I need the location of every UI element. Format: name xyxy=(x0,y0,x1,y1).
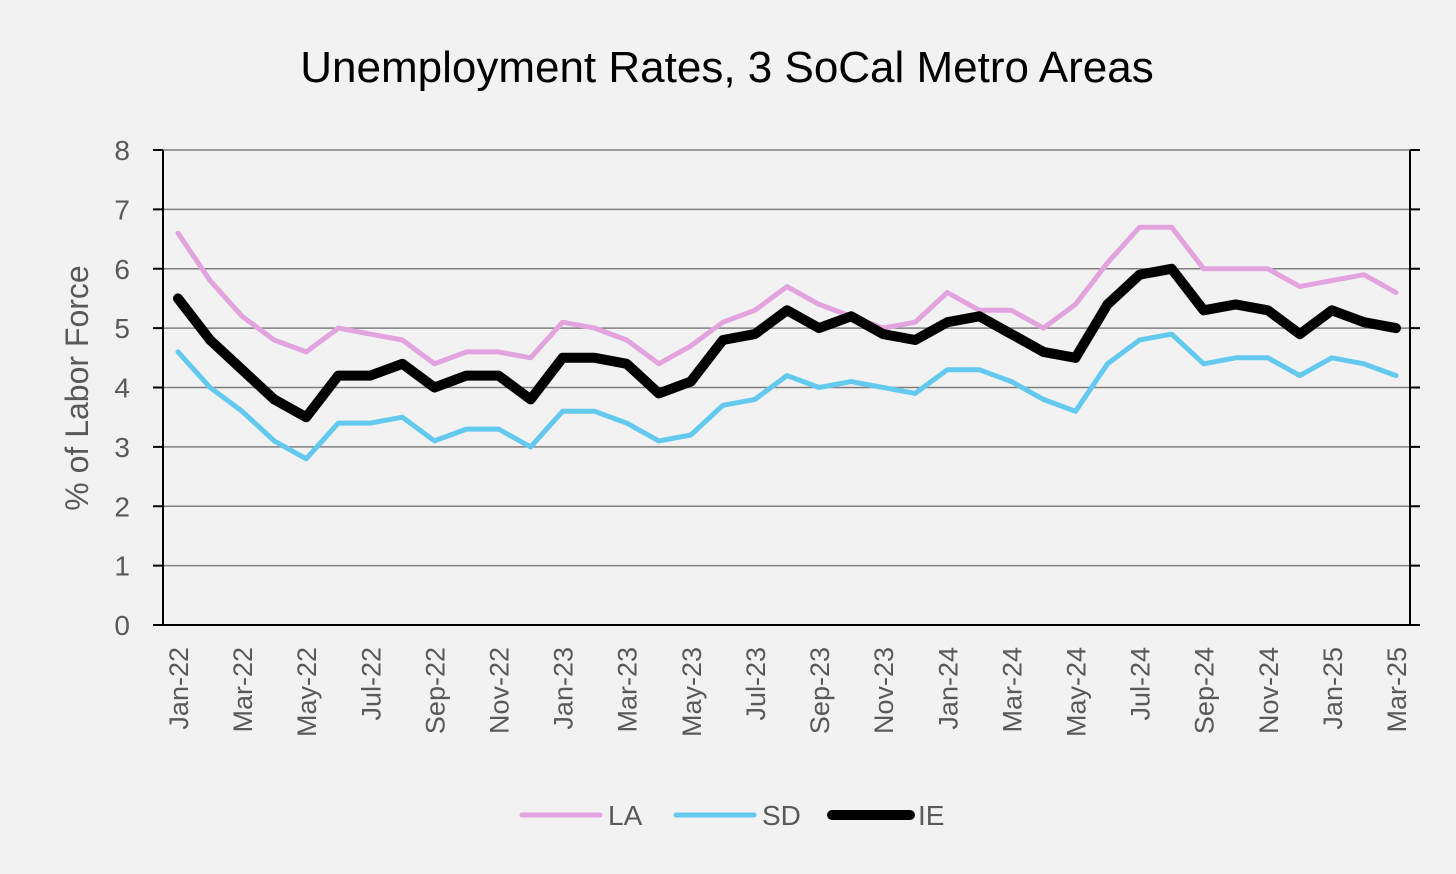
x-tick-label: Jul-24 xyxy=(1126,647,1156,721)
y-tick-label: 8 xyxy=(114,135,130,166)
x-tick-label: Jul-22 xyxy=(356,647,386,721)
x-tick-label: Sep-24 xyxy=(1190,647,1220,734)
y-axis-ticks: 0 1 2 3 4 5 6 7 8 xyxy=(114,135,1420,641)
y-tick-label: 5 xyxy=(114,313,130,344)
x-tick-label: Mar-23 xyxy=(613,647,643,733)
x-tick-label: Sep-23 xyxy=(805,647,835,734)
y-tick-label: 6 xyxy=(114,254,130,285)
legend-label-sd: SD xyxy=(762,800,801,831)
x-tick-label: Jan-23 xyxy=(549,647,579,730)
chart-title: Unemployment Rates, 3 SoCal Metro Areas xyxy=(300,43,1154,92)
y-tick-label: 2 xyxy=(114,491,130,522)
gridlines xyxy=(163,149,1410,567)
x-tick-label: Jan-24 xyxy=(933,647,963,730)
x-tick-label: Jul-23 xyxy=(741,647,771,721)
y-tick-label: 0 xyxy=(114,610,130,641)
series-line-ie xyxy=(173,263,1401,423)
x-tick-label: May-23 xyxy=(677,647,707,737)
series-line-la xyxy=(175,224,1399,367)
x-tick-label: Mar-25 xyxy=(1382,647,1412,733)
x-tick-label: Nov-22 xyxy=(485,647,515,734)
x-tick-label: Nov-23 xyxy=(869,647,899,734)
x-tick-label: May-24 xyxy=(1061,647,1091,737)
y-axis-label: % of Labor Force xyxy=(59,265,95,510)
y-tick-label: 4 xyxy=(114,373,130,404)
legend-label-la: LA xyxy=(608,800,643,831)
y-tick-label: 1 xyxy=(114,551,130,582)
series-line-sd xyxy=(175,331,1399,462)
x-tick-label: Sep-22 xyxy=(420,647,450,734)
x-tick-label: May-22 xyxy=(292,647,322,737)
x-axis-ticks: Jan-22 Mar-22 May-22 Jul-22 Sep-22 Nov-22 Jan-… xyxy=(164,647,1412,737)
series-lines xyxy=(173,224,1401,462)
x-tick-label: Mar-22 xyxy=(228,647,258,733)
x-tick-label: Nov-24 xyxy=(1254,647,1284,734)
y-tick-label: 3 xyxy=(114,432,130,463)
legend-label-ie: IE xyxy=(918,800,944,831)
x-tick-label: Mar-24 xyxy=(997,647,1027,733)
x-tick-label: Jan-22 xyxy=(164,647,194,730)
x-tick-label: Jan-25 xyxy=(1318,647,1348,730)
y-tick-label: 7 xyxy=(114,194,130,225)
legend: LA SD IE xyxy=(519,800,944,831)
